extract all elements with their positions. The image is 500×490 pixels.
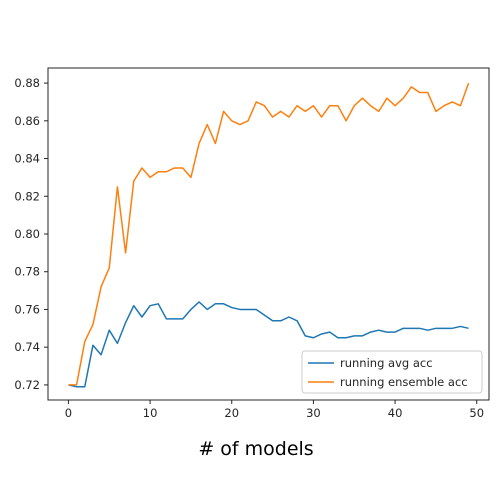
legend-label: running ensemble acc: [340, 375, 468, 389]
y-tick-label: 0.74: [14, 340, 40, 354]
y-tick-label: 0.84: [14, 152, 40, 166]
x-tick-label: 30: [306, 406, 321, 420]
y-tick-label: 0.80: [14, 227, 40, 241]
y-tick-label: 0.76: [14, 302, 40, 316]
x-tick-label: 10: [143, 406, 158, 420]
y-tick-label: 0.88: [14, 76, 40, 90]
y-tick-label: 0.86: [14, 114, 40, 128]
legend: running avg acc running ensemble acc: [301, 350, 483, 394]
legend-label: running avg acc: [340, 356, 433, 370]
y-tick-label: 0.78: [14, 265, 40, 279]
y-tick-label: 0.82: [14, 189, 40, 203]
series-line-1: [68, 301, 469, 388]
series-line-2: [68, 82, 470, 386]
x-tick-label: 40: [388, 406, 403, 420]
y-tick-label: 0.72: [14, 378, 40, 392]
legend-box: [301, 350, 483, 394]
x-tick-label: 20: [224, 406, 239, 420]
x-axis-label: # of models: [198, 438, 313, 460]
x-tick-label: 50: [469, 406, 484, 420]
plot-area: [47, 67, 490, 401]
x-tick-label: 0: [65, 406, 72, 420]
